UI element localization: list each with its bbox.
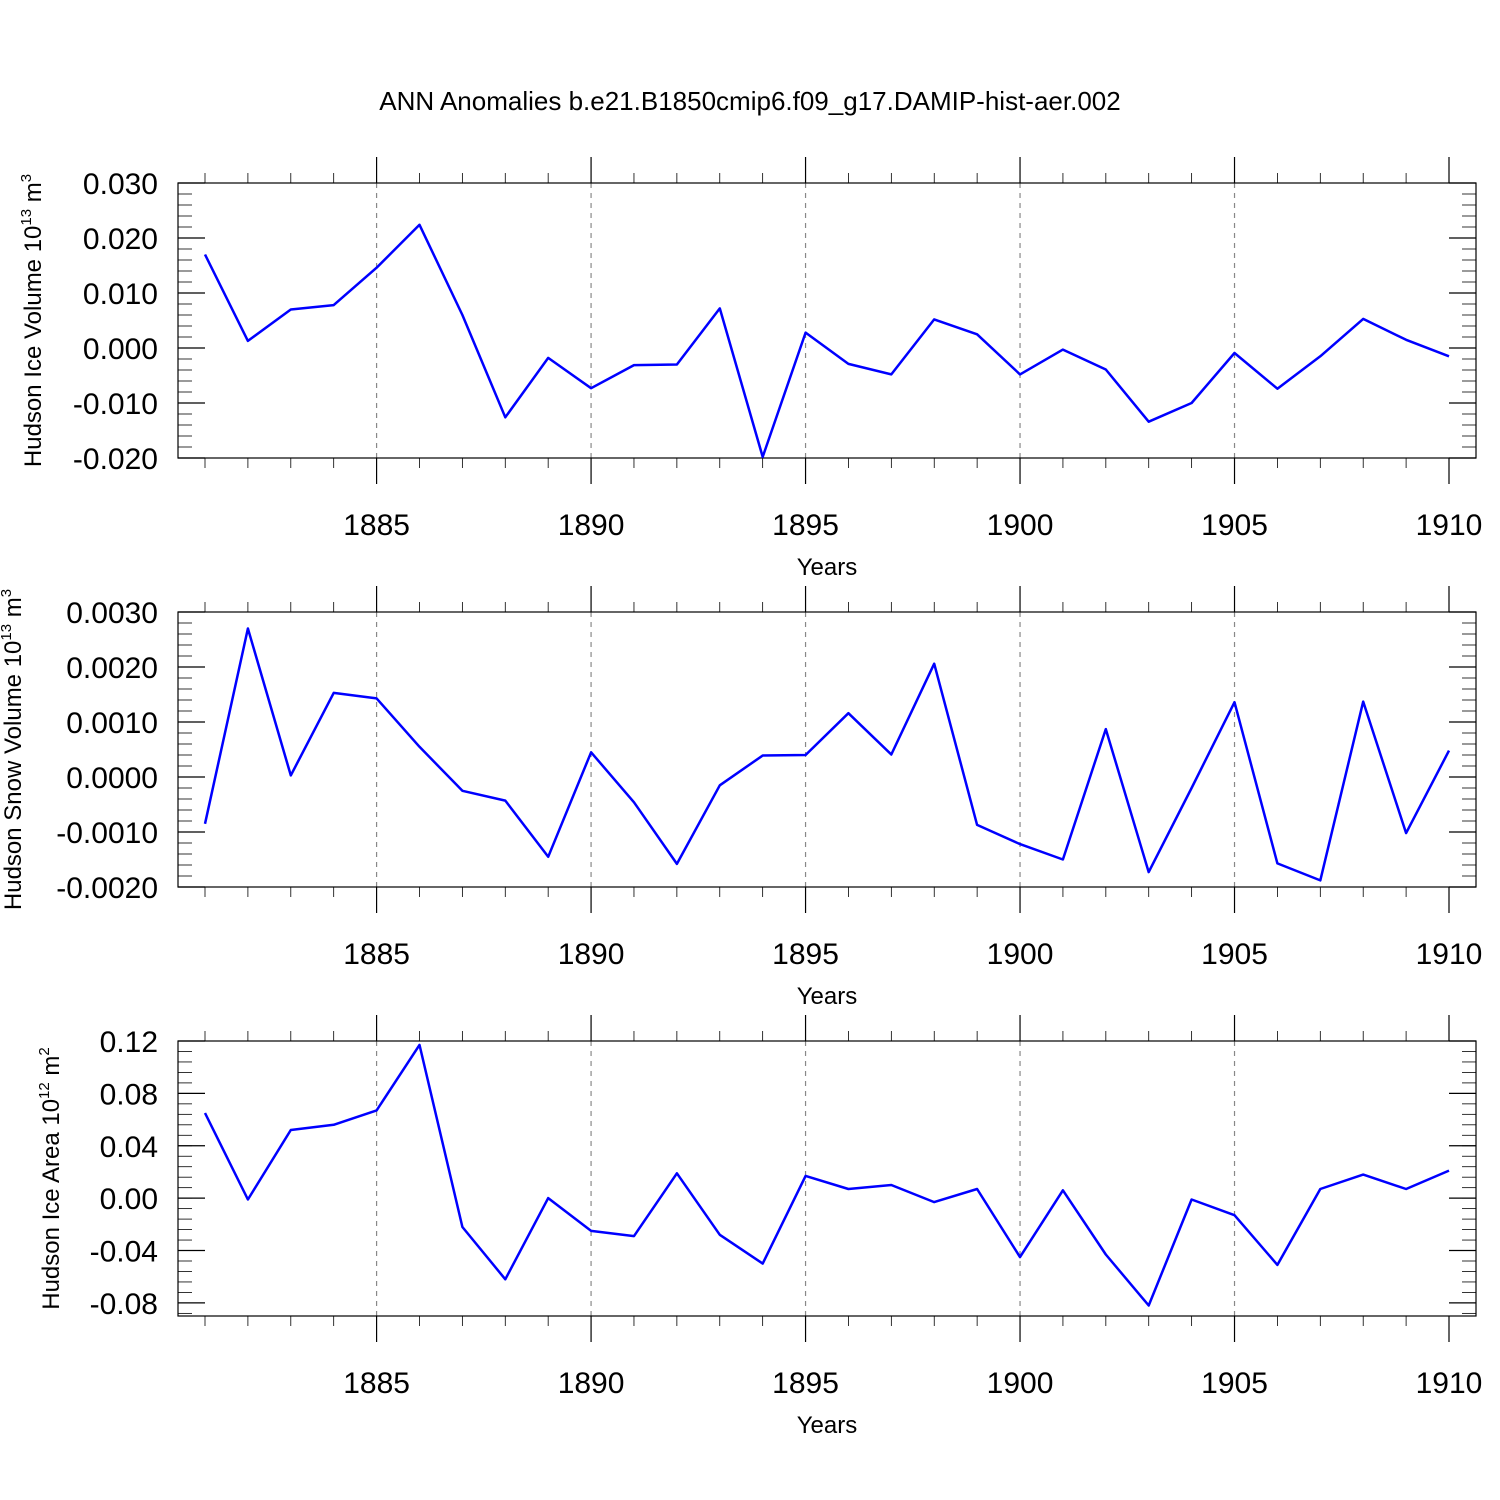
y-tick-label: 0.0020 xyxy=(66,652,158,685)
x-tick-label: 1885 xyxy=(343,938,410,971)
panel-snow-volume: 1885 1890 1895 1900 1905 1910 -0.0020 -0.0010 0.… xyxy=(0,586,1482,1010)
series-line xyxy=(203,1043,1450,1307)
y-tick-label: 0.0000 xyxy=(66,762,158,795)
x-tick-label: 1895 xyxy=(772,509,839,542)
y-tick-label: -0.0010 xyxy=(56,817,158,850)
y-tick-label: -0.08 xyxy=(90,1288,158,1321)
x-tick-label: 1890 xyxy=(558,938,625,971)
x-tick-label: 1905 xyxy=(1201,938,1268,971)
x-tick-label: 1900 xyxy=(987,1367,1054,1400)
x-tick-label: 1885 xyxy=(343,1367,410,1400)
y-tick-label: 0.030 xyxy=(83,168,158,201)
x-tick-label: 1895 xyxy=(772,938,839,971)
chart-title: ANN Anomalies b.e21.B1850cmip6.f09_g17.D… xyxy=(379,86,1120,116)
plot-frame xyxy=(177,611,1477,888)
y-tick-label: 0.00 xyxy=(100,1183,158,1216)
y-tick-label: 0.020 xyxy=(83,223,158,256)
x-axis-title: Years xyxy=(797,983,858,1010)
y-tick-label: 0.04 xyxy=(100,1131,158,1164)
series-line xyxy=(203,627,1451,882)
y-tick-label: -0.020 xyxy=(73,443,158,476)
plot-frame xyxy=(177,182,1477,459)
y-tick-label: 0.0030 xyxy=(66,597,158,630)
x-tick-label: 1910 xyxy=(1416,938,1483,971)
y-tick-label: 0.010 xyxy=(83,278,158,311)
x-tick-label: 1890 xyxy=(558,1367,625,1400)
panel-ice-volume: 1885 1890 1895 1900 1905 1910 -0.020 -0.010 0.00… xyxy=(18,157,1482,581)
x-tick-label: 1910 xyxy=(1416,1367,1483,1400)
panel-ice-area: 1885 1890 1895 1900 1905 1910 -0.08 -0.04 0.00 0.… xyxy=(36,1015,1482,1439)
x-axis-title: Years xyxy=(797,1412,858,1439)
y-tick-label: 0.0010 xyxy=(66,707,158,740)
y-tick-label: 0.000 xyxy=(83,333,158,366)
x-tick-label: 1900 xyxy=(987,509,1054,542)
y-axis-title: Hudson Snow Volume 1013 m3 xyxy=(0,589,27,910)
x-tick-label: 1900 xyxy=(987,938,1054,971)
y-tick-label: -0.010 xyxy=(73,388,158,421)
y-tick-label: 0.12 xyxy=(100,1026,158,1059)
x-tick-label: 1905 xyxy=(1201,509,1268,542)
y-axis-title: Hudson Ice Volume 1013 m3 xyxy=(18,174,47,467)
x-tick-label: 1910 xyxy=(1416,509,1483,542)
x-tick-label: 1895 xyxy=(772,1367,839,1400)
x-tick-label: 1905 xyxy=(1201,1367,1268,1400)
x-tick-label: 1890 xyxy=(558,509,625,542)
y-tick-label: 0.08 xyxy=(100,1078,158,1111)
series-line xyxy=(203,223,1450,459)
x-tick-label: 1885 xyxy=(343,509,410,542)
y-tick-label: -0.0020 xyxy=(56,872,158,905)
y-axis-title: Hudson Ice Area 1012 m2 xyxy=(36,1047,65,1310)
plot-frame xyxy=(177,1040,1477,1317)
y-tick-label: -0.04 xyxy=(90,1236,158,1269)
x-axis-title: Years xyxy=(797,554,858,581)
